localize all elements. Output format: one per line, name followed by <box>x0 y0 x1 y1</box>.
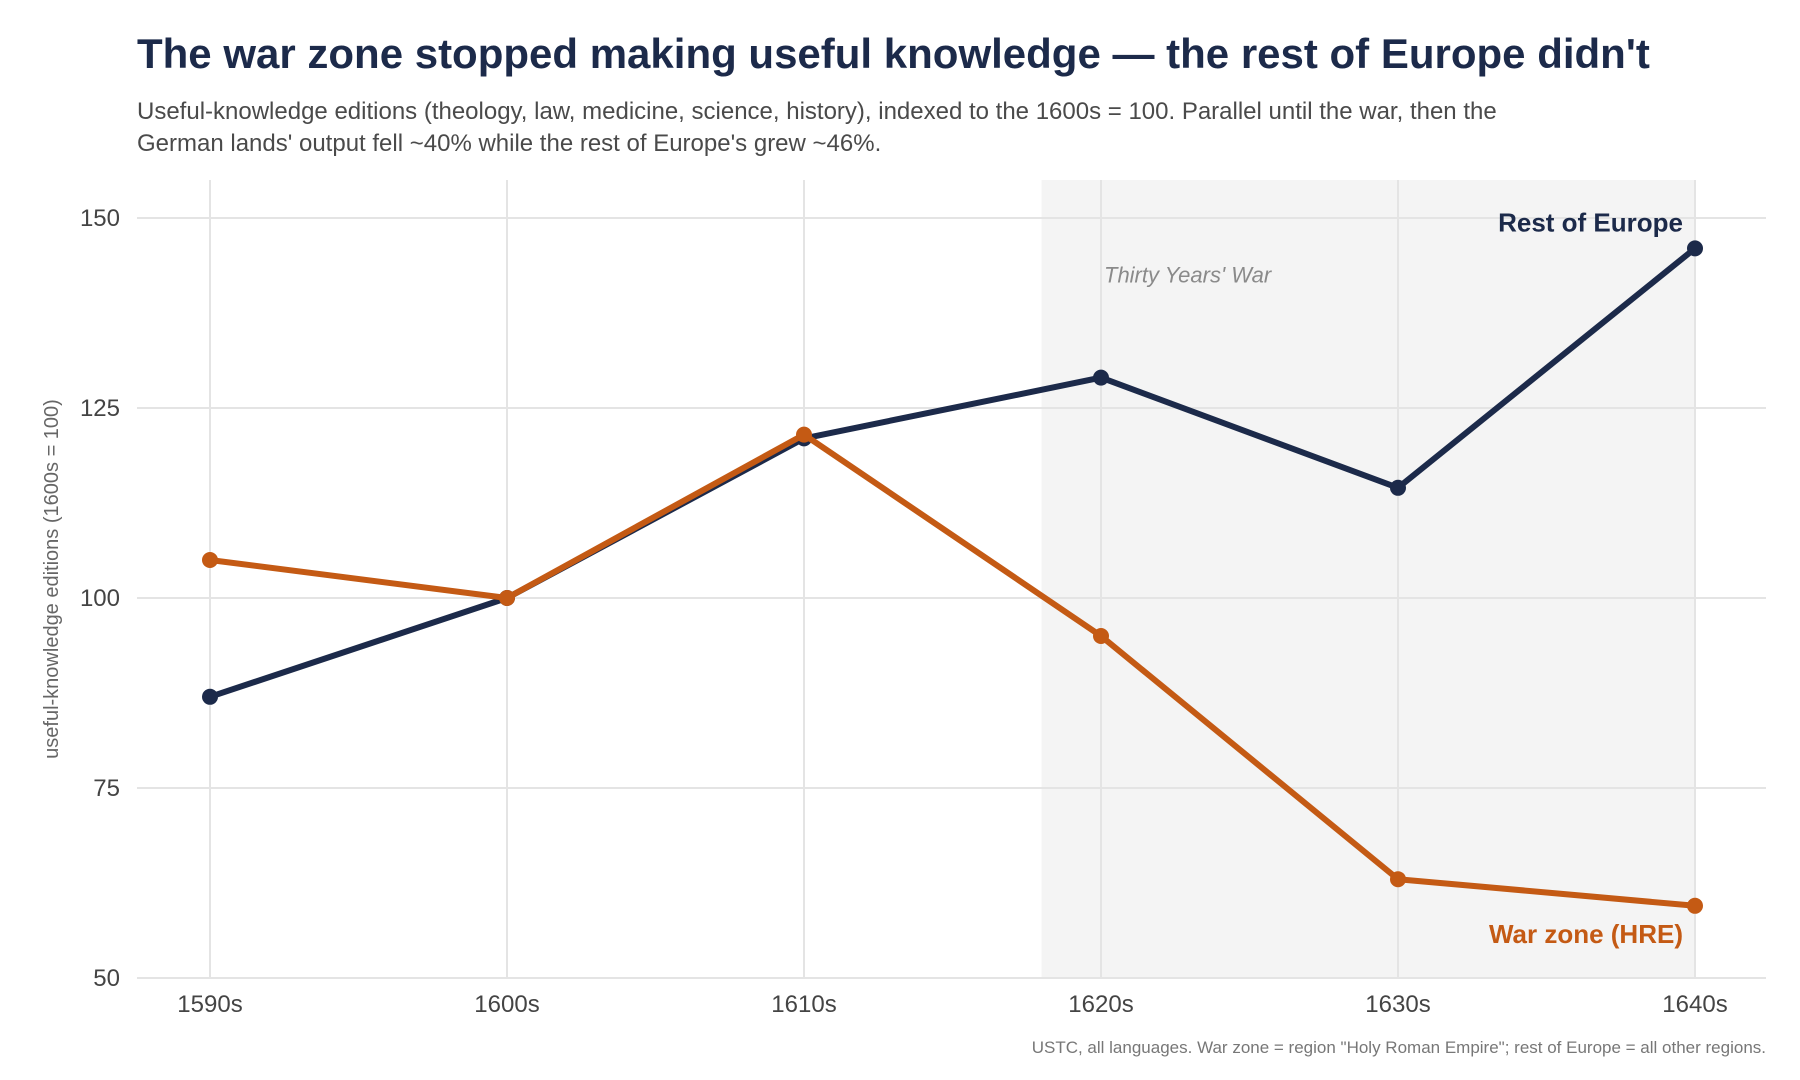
chart-caption: USTC, all languages. War zone = region "… <box>1031 1038 1766 1057</box>
series-line-0 <box>207 245 1698 700</box>
data-point <box>1687 240 1703 257</box>
y-tick-label: 125 <box>80 395 120 422</box>
data-point <box>202 688 218 705</box>
series-label-rest-of-europe: Rest of Europe <box>1498 207 1683 237</box>
data-point <box>202 552 218 568</box>
y-tick-label: 75 <box>93 775 120 802</box>
data-point <box>1093 369 1109 386</box>
x-tick-label: 1620s <box>1068 991 1133 1018</box>
x-tick-label: 1610s <box>771 991 836 1018</box>
y-tick-label: 100 <box>80 585 120 612</box>
data-point <box>1390 871 1406 888</box>
data-point <box>1093 628 1109 644</box>
x-tick-label: 1590s <box>177 991 242 1018</box>
data-point <box>1390 479 1406 496</box>
war-period-label: Thirty Years' War <box>1104 263 1273 288</box>
chart-title: The war zone stopped making useful knowl… <box>137 30 1650 77</box>
war-period-shading <box>1041 180 1695 978</box>
data-point <box>796 426 812 443</box>
series-label-war-zone: War zone (HRE) <box>1489 919 1683 949</box>
y-tick-label: 150 <box>80 205 120 232</box>
chart-subtitle: Useful-knowledge editions (theology, law… <box>137 98 1497 157</box>
series-line-1 <box>207 431 1698 909</box>
y-axis-label: useful-knowledge editions (1600s = 100) <box>41 399 63 759</box>
data-point <box>499 590 515 606</box>
x-tick-label: 1600s <box>474 991 539 1018</box>
x-tick-label: 1640s <box>1662 991 1727 1018</box>
x-tick-label: 1630s <box>1365 991 1430 1018</box>
y-tick-label: 50 <box>93 965 120 992</box>
data-point <box>1687 897 1703 914</box>
